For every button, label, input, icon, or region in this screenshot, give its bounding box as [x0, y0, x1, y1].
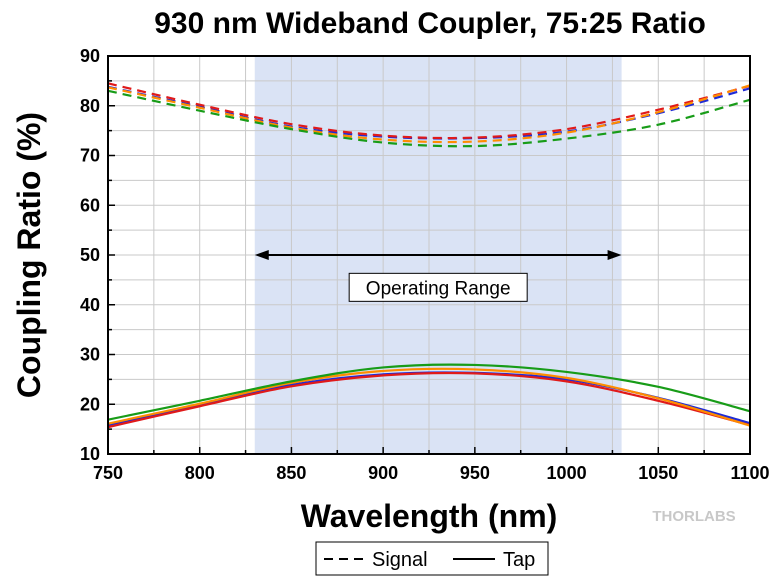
x-tick-label: 850	[276, 463, 306, 483]
series-line-signal	[107, 84, 751, 144]
x-axis-title: Wavelength (nm)	[301, 498, 558, 534]
series-line-signal	[107, 82, 751, 140]
arrow-head-left	[254, 250, 269, 260]
y-tick-label: 10	[80, 444, 100, 464]
axis-ticks	[107, 55, 751, 455]
operating-range-arrow	[254, 250, 622, 260]
thorlabs-logo: THORLABS	[652, 508, 735, 525]
x-tick-label: 900	[368, 463, 398, 483]
annotation-box	[348, 272, 528, 302]
arrow-head-right	[607, 250, 622, 260]
y-tick-label: 80	[80, 96, 100, 116]
chart-title: 930 nm Wideband Coupler, 75:25 Ratio	[154, 7, 706, 40]
legend: Signal Tap	[315, 541, 549, 576]
x-tick-label: 950	[460, 463, 490, 483]
y-tick-labels: 10 20 30 40 50 60 70 80 90	[80, 46, 100, 464]
x-tick-label: 750	[93, 463, 123, 483]
legend-signal-label: Signal	[372, 549, 428, 571]
series-line-tap	[107, 363, 751, 421]
series-line-signal	[107, 89, 751, 148]
legend-tap-label: Tap	[503, 549, 535, 571]
series-lines	[107, 82, 751, 429]
y-tick-label: 40	[80, 295, 100, 315]
x-tick-label: 800	[185, 463, 215, 483]
x-tick-label: 1000	[547, 463, 587, 483]
operating-range-label: Operating Range	[366, 278, 511, 299]
series-line-tap	[107, 367, 751, 427]
y-tick-label: 60	[80, 195, 100, 215]
y-tick-label: 90	[80, 46, 100, 66]
series-line-tap	[107, 371, 751, 429]
x-tick-labels: 750 800 850 900 950 1000 1050 1100	[93, 463, 770, 483]
y-tick-label: 30	[80, 345, 100, 365]
y-axis-title: Coupling Ratio (%)	[11, 112, 47, 398]
y-tick-label: 70	[80, 146, 100, 166]
y-tick-label: 50	[80, 245, 100, 265]
x-tick-label: 1050	[638, 463, 678, 483]
y-tick-label: 20	[80, 394, 100, 414]
x-tick-label: 1100	[730, 463, 769, 483]
